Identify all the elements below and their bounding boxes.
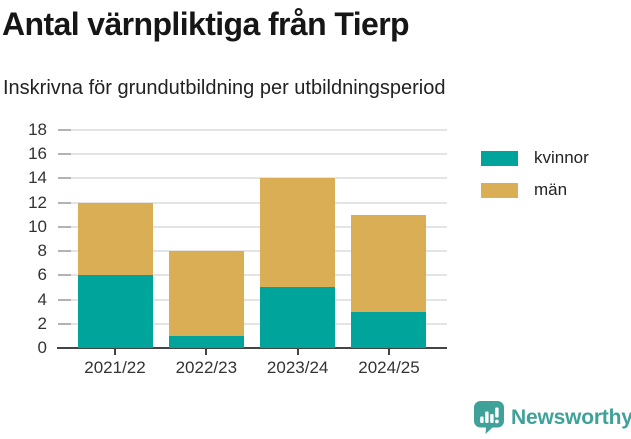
y-tick (58, 250, 71, 253)
y-gridline (58, 274, 447, 277)
y-tick (58, 153, 71, 156)
x-tick (296, 349, 299, 355)
newsworthy-logo-icon (474, 401, 504, 434)
y-tick (58, 274, 71, 277)
y-gridline (58, 322, 447, 325)
x-tick (114, 349, 116, 355)
brand-name: Newsworthy (511, 405, 631, 429)
legend: kvinnor män (481, 148, 589, 200)
y-gridline (58, 177, 447, 180)
y-tick-label: 4 (37, 289, 47, 309)
x-tick-label: 2023/24 (266, 358, 329, 377)
y-tick-label: 18 (28, 120, 47, 139)
y-tick-label: 16 (28, 144, 47, 164)
y-tick (58, 177, 71, 180)
chart-title: Antal värnpliktiga från Tierp (2, 6, 410, 42)
y-tick (58, 129, 71, 131)
y-tick (58, 225, 71, 228)
y-tick-label: 6 (37, 265, 47, 285)
y-gridline (58, 250, 447, 253)
y-tick-label: 10 (28, 216, 47, 236)
x-tick-label: 2024/25 (358, 358, 420, 377)
y-gridline (58, 201, 447, 204)
y-tick-label: 8 (37, 241, 47, 261)
x-axis-line (57, 347, 447, 349)
x-tick (387, 349, 390, 355)
bar-segment (168, 251, 244, 336)
chart-subtitle: Inskrivna för grundutbildning per utbild… (3, 77, 446, 99)
y-gridline (58, 129, 447, 131)
x-tick (205, 349, 208, 355)
bar-segment (168, 335, 244, 348)
y-gridline (58, 298, 447, 301)
y-tick (58, 322, 71, 325)
x-tick-label: 2022/23 (175, 358, 238, 377)
y-gridline (58, 225, 447, 228)
bar-segment (77, 202, 153, 276)
bar-segment (351, 311, 427, 348)
brand-footer: Newsworthy (474, 401, 631, 434)
legend-item: män (481, 180, 589, 200)
legend-label: kvinnor (534, 148, 589, 167)
y-tick (58, 201, 71, 204)
legend-swatch-kvinnor (481, 150, 518, 166)
bar-segment (351, 214, 427, 312)
legend-swatch-män (481, 182, 518, 198)
y-tick-label: 2 (37, 313, 47, 333)
y-tick (58, 298, 71, 301)
y-tick-label: 14 (28, 168, 47, 188)
legend-label: män (534, 180, 568, 199)
y-tick-label: 12 (28, 192, 47, 212)
bar-segment (260, 287, 336, 348)
x-tick-label: 2021/22 (84, 358, 146, 377)
y-tick-label: 0 (37, 338, 47, 357)
bar-segment (77, 275, 153, 348)
y-gridline (58, 153, 447, 156)
legend-item: kvinnor (481, 148, 589, 168)
bar-segment (260, 178, 336, 288)
